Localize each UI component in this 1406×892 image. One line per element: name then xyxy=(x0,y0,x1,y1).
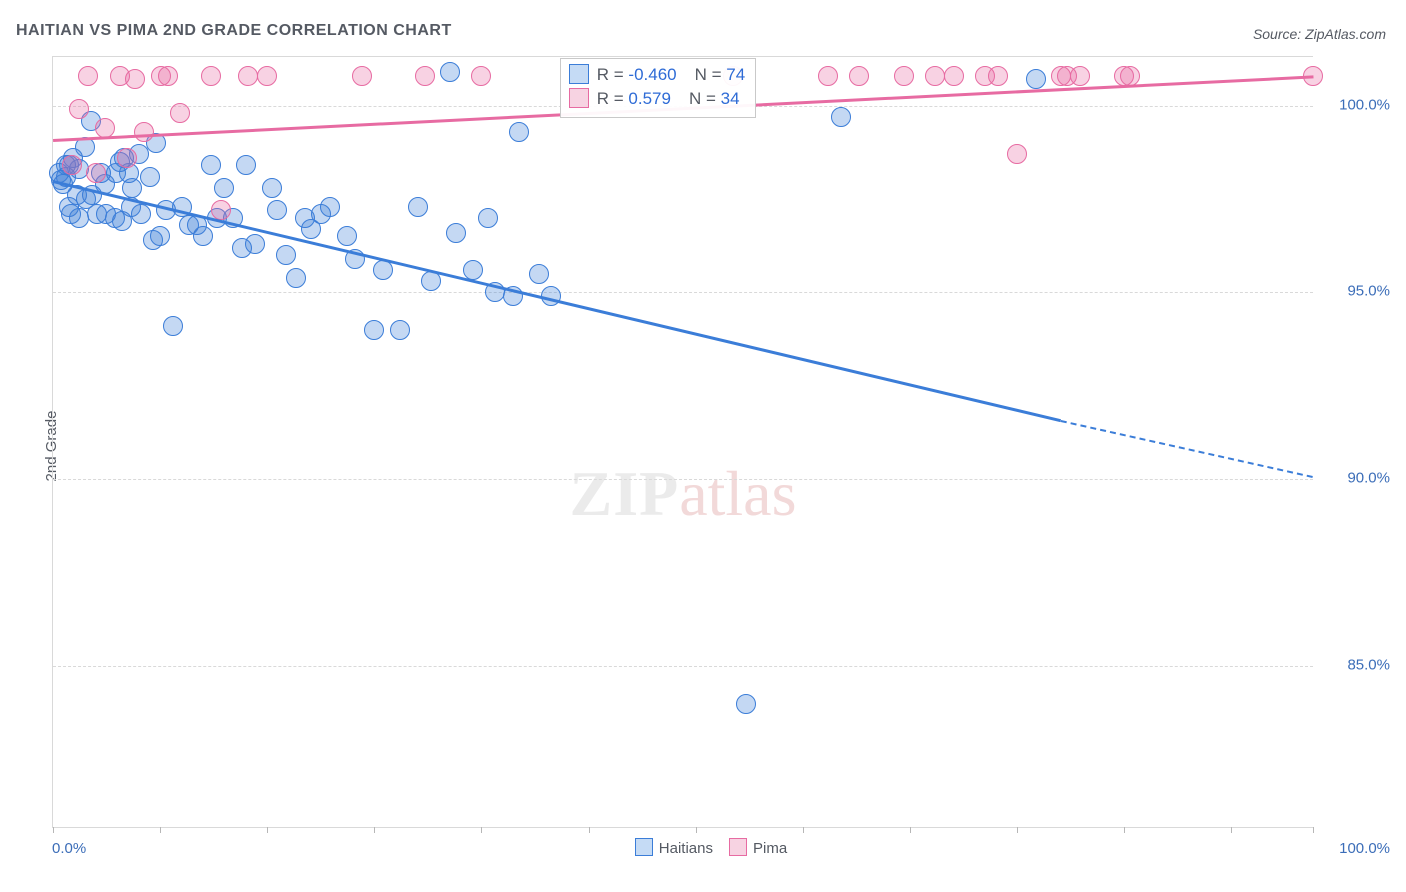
r-value: -0.460 xyxy=(628,65,676,84)
n-label: N = xyxy=(695,65,727,84)
plot-area: ZIPatlas xyxy=(52,56,1313,828)
y-tick-label: 85.0% xyxy=(1347,657,1390,674)
data-point xyxy=(245,234,265,254)
data-point xyxy=(1026,69,1046,89)
data-point xyxy=(925,66,945,86)
data-point xyxy=(818,66,838,86)
data-point xyxy=(849,66,869,86)
data-point xyxy=(478,208,498,228)
watermark-part1: ZIP xyxy=(570,458,680,529)
data-point xyxy=(267,200,287,220)
data-point xyxy=(509,122,529,142)
gridline xyxy=(53,666,1313,667)
data-point xyxy=(471,66,491,86)
data-point xyxy=(201,66,221,86)
gridline xyxy=(53,479,1313,480)
legend-swatch xyxy=(569,88,589,108)
x-tick xyxy=(1017,827,1018,833)
watermark-part2: atlas xyxy=(679,458,796,529)
data-point xyxy=(134,122,154,142)
data-point xyxy=(988,66,1008,86)
n-label: N = xyxy=(689,89,721,108)
source-credit: Source: ZipAtlas.com xyxy=(1253,26,1386,42)
data-point xyxy=(86,163,106,183)
stats-legend-row: R = -0.460 N = 74 xyxy=(569,63,745,87)
y-tick-label: 95.0% xyxy=(1347,283,1390,300)
x-tick xyxy=(53,827,54,833)
data-point xyxy=(352,66,372,86)
x-tick xyxy=(696,827,697,833)
data-point xyxy=(158,66,178,86)
data-point xyxy=(286,268,306,288)
x-tick xyxy=(1313,827,1314,833)
data-point xyxy=(150,226,170,246)
stats-legend: R = -0.460 N = 74 R = 0.579 N = 34 xyxy=(560,58,756,118)
legend-bottom: Haitians Pima xyxy=(0,838,1406,857)
data-point xyxy=(214,178,234,198)
chart-container: HAITIAN VS PIMA 2ND GRADE CORRELATION CH… xyxy=(0,0,1406,892)
n-value: 74 xyxy=(726,65,745,84)
data-point xyxy=(276,245,296,265)
x-tick xyxy=(481,827,482,833)
x-tick xyxy=(267,827,268,833)
trend-line xyxy=(52,180,1061,422)
x-tick xyxy=(374,827,375,833)
data-point xyxy=(170,103,190,123)
n-value: 34 xyxy=(721,89,740,108)
data-point xyxy=(944,66,964,86)
data-point xyxy=(320,197,340,217)
data-point xyxy=(831,107,851,127)
trend-line xyxy=(1061,420,1313,478)
legend-label: Pima xyxy=(753,840,787,857)
data-point xyxy=(201,155,221,175)
x-tick xyxy=(589,827,590,833)
stats-legend-row: R = 0.579 N = 34 xyxy=(569,87,745,111)
x-tick xyxy=(1124,827,1125,833)
data-point xyxy=(122,178,142,198)
data-point xyxy=(446,223,466,243)
data-point xyxy=(262,178,282,198)
data-point xyxy=(415,66,435,86)
data-point xyxy=(257,66,277,86)
chart-title: HAITIAN VS PIMA 2ND GRADE CORRELATION CH… xyxy=(16,22,452,40)
x-tick xyxy=(803,827,804,833)
data-point xyxy=(1007,144,1027,164)
r-value: 0.579 xyxy=(628,89,671,108)
data-point xyxy=(529,264,549,284)
data-point xyxy=(236,155,256,175)
x-tick xyxy=(1231,827,1232,833)
x-tick xyxy=(160,827,161,833)
data-point xyxy=(238,66,258,86)
data-point xyxy=(69,99,89,119)
data-point xyxy=(117,148,137,168)
data-point xyxy=(163,316,183,336)
data-point xyxy=(364,320,384,340)
y-tick-label: 100.0% xyxy=(1339,96,1390,113)
data-point xyxy=(125,69,145,89)
y-tick-label: 90.0% xyxy=(1347,470,1390,487)
legend-swatch xyxy=(729,838,747,856)
data-point xyxy=(140,167,160,187)
data-point xyxy=(1120,66,1140,86)
legend-label: Haitians xyxy=(659,840,713,857)
data-point xyxy=(62,155,82,175)
r-label: R = xyxy=(597,89,629,108)
data-point xyxy=(736,694,756,714)
data-point xyxy=(894,66,914,86)
legend-swatch xyxy=(635,838,653,856)
data-point xyxy=(131,204,151,224)
data-point xyxy=(408,197,428,217)
data-point xyxy=(193,226,213,246)
data-point xyxy=(390,320,410,340)
x-tick xyxy=(910,827,911,833)
legend-swatch xyxy=(569,64,589,84)
r-label: R = xyxy=(597,65,629,84)
data-point xyxy=(440,62,460,82)
gridline xyxy=(53,292,1313,293)
data-point xyxy=(337,226,357,246)
watermark: ZIPatlas xyxy=(53,457,1313,531)
data-point xyxy=(78,66,98,86)
data-point xyxy=(1070,66,1090,86)
